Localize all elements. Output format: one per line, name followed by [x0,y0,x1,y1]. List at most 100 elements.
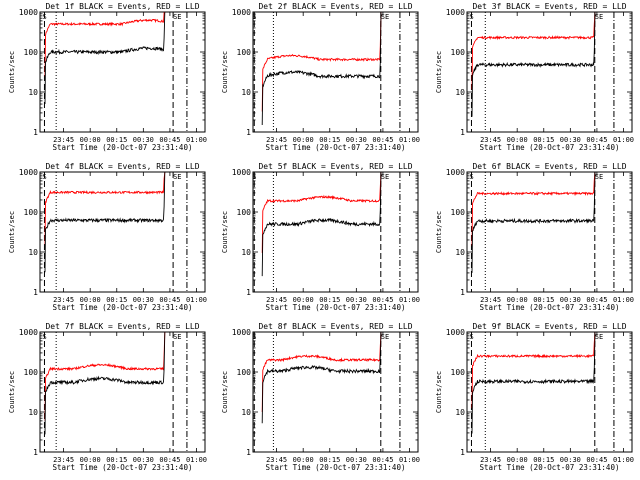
lld-series-line [44,172,166,245]
x-tick-label: 23:45 [53,136,74,144]
saa-label: S [252,173,256,181]
lld-series-line [261,332,382,413]
x-tick-label: 23:45 [266,136,287,144]
x-tick-label: 00:45 [159,136,180,144]
x-tick-label: 01:00 [613,136,634,144]
x-tick-label: 00:15 [533,456,554,464]
y-tick-label: 100 [451,208,466,217]
panel-2: Det 2f BLACK = Events, RED = LLD 1 10 100 10… [221,2,420,152]
x-tick-label: 23:45 [266,456,287,464]
y-axis-label: Counts/sec [435,51,443,93]
y-axis-label: Counts/sec [435,211,443,253]
x-tick-label: 00:30 [133,456,154,464]
y-tick-label: 1000 [19,328,38,337]
x-tick-label: 00:15 [106,456,127,464]
x-tick-label: 00:45 [159,456,180,464]
x-axis-label: Start Time (20-Oct-07 23:31:40) [53,143,193,152]
x-axis-label: Start Time (20-Oct-07 23:31:40) [480,463,620,472]
x-tick-label: 00:00 [80,456,101,464]
events-series-line [261,172,382,277]
x-tick-label: 00:00 [293,136,314,144]
saa-label: SE [595,13,603,21]
x-tick-label: 00:45 [586,456,607,464]
y-tick-label: 1000 [232,8,251,17]
y-axis-label: Counts/sec [8,211,16,253]
panel-title: Det 2f BLACK = Events, RED = LLD [258,2,412,11]
y-tick-label: 100 [237,48,252,57]
x-tick-label: 00:15 [533,296,554,304]
x-tick-label: 01:00 [399,296,420,304]
y-axis-label: Counts/sec [221,211,229,253]
panel-6: Det 6f BLACK = Events, RED = LLD 1 10 100 10… [435,162,634,312]
saa-label: SE [381,173,389,181]
panel-title: Det 4f BLACK = Events, RED = LLD [45,162,199,171]
y-tick-label: 10 [455,408,465,417]
events-series-line [471,332,596,434]
x-axis-label: Start Time (20-Oct-07 23:31:40) [53,463,193,472]
y-tick-label: 100 [24,368,39,377]
x-tick-label: 23:45 [53,456,74,464]
lld-series-line [261,172,382,253]
y-axis-label: Counts/sec [8,371,16,413]
x-tick-label: 00:45 [372,456,393,464]
lld-series-line [471,172,596,246]
saa-label: S [252,13,256,21]
y-tick-label: 10 [28,408,38,417]
x-tick-label: 23:45 [480,296,501,304]
x-tick-label: 00:15 [106,296,127,304]
y-tick-label: 10 [241,248,251,257]
x-axis-label: Start Time (20-Oct-07 23:31:40) [480,143,620,152]
x-tick-label: 00:00 [80,296,101,304]
y-tick-label: 1 [33,128,38,137]
y-tick-label: 1000 [446,328,465,337]
y-tick-label: 100 [237,208,252,217]
x-tick-label: 00:15 [319,296,340,304]
x-tick-label: 01:00 [399,456,420,464]
x-tick-label: 00:45 [372,136,393,144]
plot-frame [39,331,206,453]
panel-7: Det 7f BLACK = Events, RED = LLD 1 10 100 10… [8,322,207,472]
x-tick-label: 00:45 [586,136,607,144]
events-series-line [44,332,166,435]
x-axis-label: Start Time (20-Oct-07 23:31:40) [266,143,406,152]
x-tick-label: 00:15 [533,136,554,144]
y-tick-label: 1 [246,288,251,297]
x-tick-label: 00:00 [80,136,101,144]
panel-8: Det 8f BLACK = Events, RED = LLD 1 10 100 10… [221,322,420,472]
saa-label: SE [173,173,181,181]
saa-label: SE [381,13,389,21]
y-tick-label: 100 [451,368,466,377]
y-axis-label: Counts/sec [221,51,229,93]
panel-title: Det 3f BLACK = Events, RED = LLD [472,2,626,11]
y-tick-label: 10 [241,88,251,97]
plot-frame [466,331,633,453]
panel-title: Det 6f BLACK = Events, RED = LLD [472,162,626,171]
saa-label: S [252,333,256,341]
events-series-line [44,172,166,273]
y-tick-label: 100 [237,368,252,377]
saa-label: SE [173,13,181,21]
y-axis-label: Counts/sec [221,371,229,413]
saa-label: SE [381,333,389,341]
panel-title: Det 9f BLACK = Events, RED = LLD [472,322,626,331]
x-tick-label: 23:45 [53,296,74,304]
y-tick-label: 1000 [232,168,251,177]
x-axis-label: Start Time (20-Oct-07 23:31:40) [53,303,193,312]
y-tick-label: 100 [24,48,39,57]
y-tick-label: 1 [460,448,465,457]
x-tick-label: 00:30 [560,296,581,304]
y-tick-label: 1 [246,128,251,137]
x-tick-label: 00:15 [319,136,340,144]
plot-frame [252,11,419,133]
y-tick-label: 1 [246,448,251,457]
events-series-line [44,12,166,105]
x-tick-label: 00:00 [507,296,528,304]
lld-series-line [44,332,166,421]
x-tick-label: 00:00 [507,136,528,144]
x-tick-label: 00:30 [346,296,367,304]
plot-frame [466,11,633,133]
panel-title: Det 1f BLACK = Events, RED = LLD [45,2,199,11]
x-tick-label: 00:15 [319,456,340,464]
panel-4: Det 4f BLACK = Events, RED = LLD 1 10 100 10… [8,162,207,312]
